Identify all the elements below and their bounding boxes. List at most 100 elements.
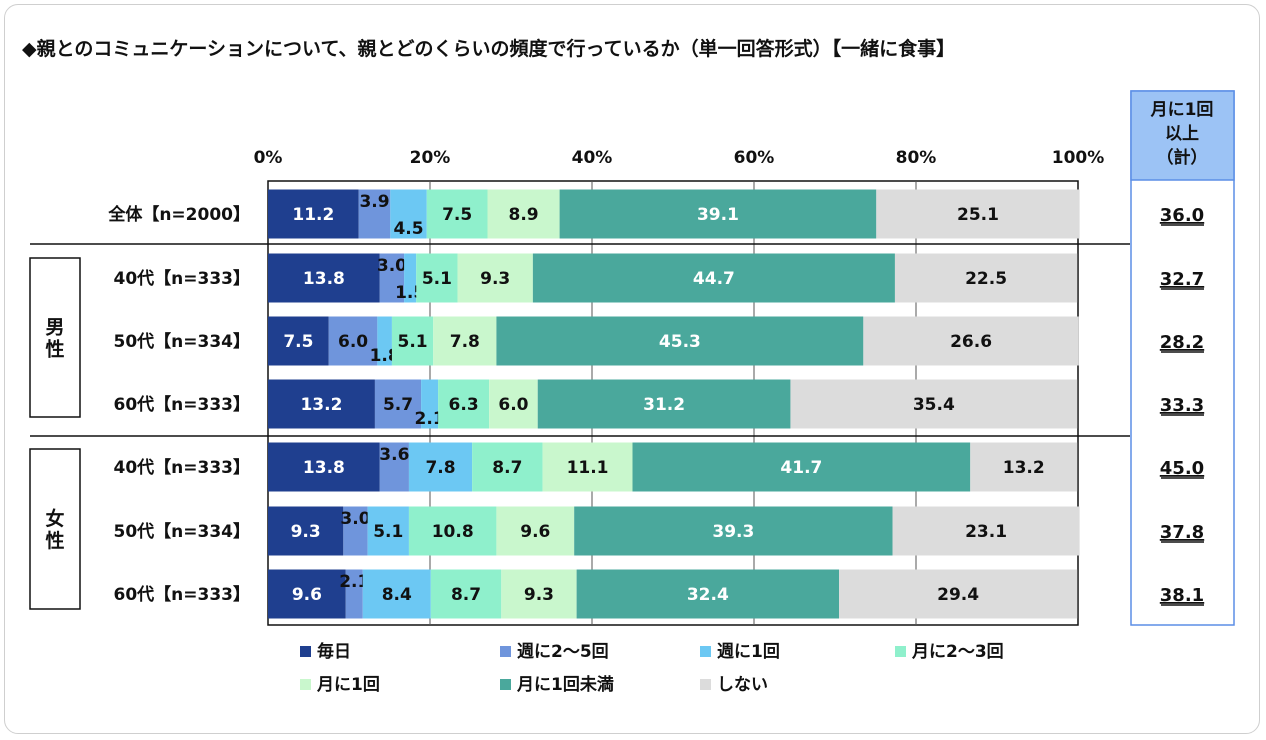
bar-value-label: 6.0 — [498, 395, 528, 415]
bar-segment — [457, 253, 533, 303]
bar-value-label: 41.7 — [780, 458, 822, 478]
bar-segment — [892, 506, 1080, 556]
bar-value-label: 5.7 — [383, 395, 413, 415]
summary-value: 36.0 — [1160, 205, 1204, 226]
bar-segment — [421, 379, 439, 429]
bar-segment — [268, 442, 380, 492]
bar-segment — [537, 379, 791, 429]
bar-value-label: 3.0 — [377, 256, 407, 276]
bar-value-label: 2.1 — [415, 409, 445, 429]
group-label-char: 性 — [45, 338, 64, 361]
bar-value-label: 8.7 — [492, 458, 522, 478]
bar-value-label: 9.6 — [292, 585, 322, 605]
legend-label: 週に2～5回 — [517, 642, 609, 662]
category-labels: 全体【n=2000】 40代【n=333】 50代【n=334】 60代【n=333】… — [107, 204, 250, 605]
category-label: 60代【n=333】 — [114, 394, 251, 415]
summary-header-box — [1130, 90, 1235, 181]
chart-title: ◆親とのコミュニケーションについて、親とどのくらいの頻度で行っているか（単一回答… — [22, 38, 956, 60]
group-label: 女性 — [45, 507, 64, 552]
category-label: 50代【n=334】 — [114, 521, 251, 542]
bar-value-label: 9.3 — [291, 522, 321, 542]
x-tick-label: 80% — [896, 148, 937, 168]
group-frame-0 — [29, 257, 81, 418]
bar-value-label: 11.2 — [292, 205, 334, 225]
bar-segment — [377, 316, 392, 366]
bar-segment — [345, 569, 363, 619]
group-label-char: 性 — [45, 529, 64, 552]
bar-segment — [358, 189, 391, 239]
bar-segment — [268, 189, 359, 239]
bar-value-label: 2.1 — [339, 572, 369, 592]
bar-segment — [489, 379, 538, 429]
group-frame-1 — [29, 448, 81, 610]
bar-segment — [328, 316, 378, 366]
bar-value-label: 8.9 — [508, 205, 538, 225]
bar-value-label: 3.6 — [379, 445, 409, 465]
x-tick-label: 100% — [1052, 148, 1105, 168]
bar-segment — [839, 569, 1078, 619]
bar-segment — [472, 442, 543, 492]
bar-segment — [632, 442, 971, 492]
bar-segment — [379, 442, 409, 492]
summary-value: 45.0 — [1160, 458, 1204, 479]
summary-value: 32.7 — [1160, 269, 1204, 290]
category-label: 40代【n=333】 — [114, 457, 251, 478]
bar-segment — [416, 253, 458, 303]
group-label: 男性 — [45, 317, 64, 361]
bar-value-label: 6.3 — [449, 395, 479, 415]
summary-value: 33.3 — [1160, 395, 1204, 416]
bar-segment — [970, 442, 1078, 492]
bar-segment — [496, 506, 575, 556]
bar-segment — [894, 253, 1078, 303]
legend-label: 週に1回 — [717, 642, 780, 662]
x-tick-label: 0% — [254, 148, 283, 168]
bar-value-label: 7.8 — [450, 332, 480, 352]
bar-segment — [790, 379, 1078, 429]
bar-value-label: 9.3 — [524, 585, 554, 605]
bar-segment — [268, 569, 346, 619]
bar-value-label: 4.5 — [393, 219, 423, 239]
bar-value-label: 8.7 — [451, 585, 481, 605]
bar-value-label: 7.5 — [283, 332, 313, 352]
bar-value-label: 13.2 — [1003, 458, 1045, 478]
bar-value-label: 22.5 — [965, 269, 1007, 289]
bar-value-label: 39.1 — [697, 205, 739, 225]
bar-segment — [542, 442, 633, 492]
x-tick-label: 60% — [734, 148, 775, 168]
bar-value-label: 32.4 — [687, 585, 729, 605]
bar-segment — [268, 379, 375, 429]
bar-segment — [487, 189, 560, 239]
bar-value-label: 39.3 — [712, 522, 754, 542]
bar-segment — [433, 316, 497, 366]
bar-value-label: 7.8 — [425, 458, 455, 478]
bar-segment — [576, 569, 840, 619]
bar-segment — [863, 316, 1079, 366]
summary-value: 37.8 — [1160, 522, 1204, 543]
bar-segment — [408, 442, 473, 492]
bar-segment — [438, 379, 490, 429]
bar-value-label: 31.2 — [643, 395, 685, 415]
x-tick-label: 20% — [410, 148, 451, 168]
category-label: 全体【n=2000】 — [107, 204, 250, 225]
bar-segment — [268, 316, 329, 366]
legend-swatch — [895, 646, 906, 657]
bar-value-label: 13.8 — [303, 458, 345, 478]
bar-value-label: 10.8 — [432, 522, 474, 542]
bar-segment — [408, 506, 497, 556]
bar-segment — [532, 253, 895, 303]
bar-segment — [379, 253, 405, 303]
legend-label: 月に2～3回 — [911, 642, 1004, 662]
bar-segment — [390, 189, 427, 239]
bar-segment — [876, 189, 1080, 239]
legend-label: 月に1回未満 — [516, 674, 614, 695]
category-label: 50代【n=334】 — [114, 331, 251, 352]
bar-value-label: 5.1 — [422, 269, 452, 289]
summary-header-line: （計） — [1157, 147, 1208, 168]
legend-swatch — [500, 646, 511, 657]
x-tick-label: 40% — [572, 148, 613, 168]
legend-swatch — [700, 679, 711, 690]
